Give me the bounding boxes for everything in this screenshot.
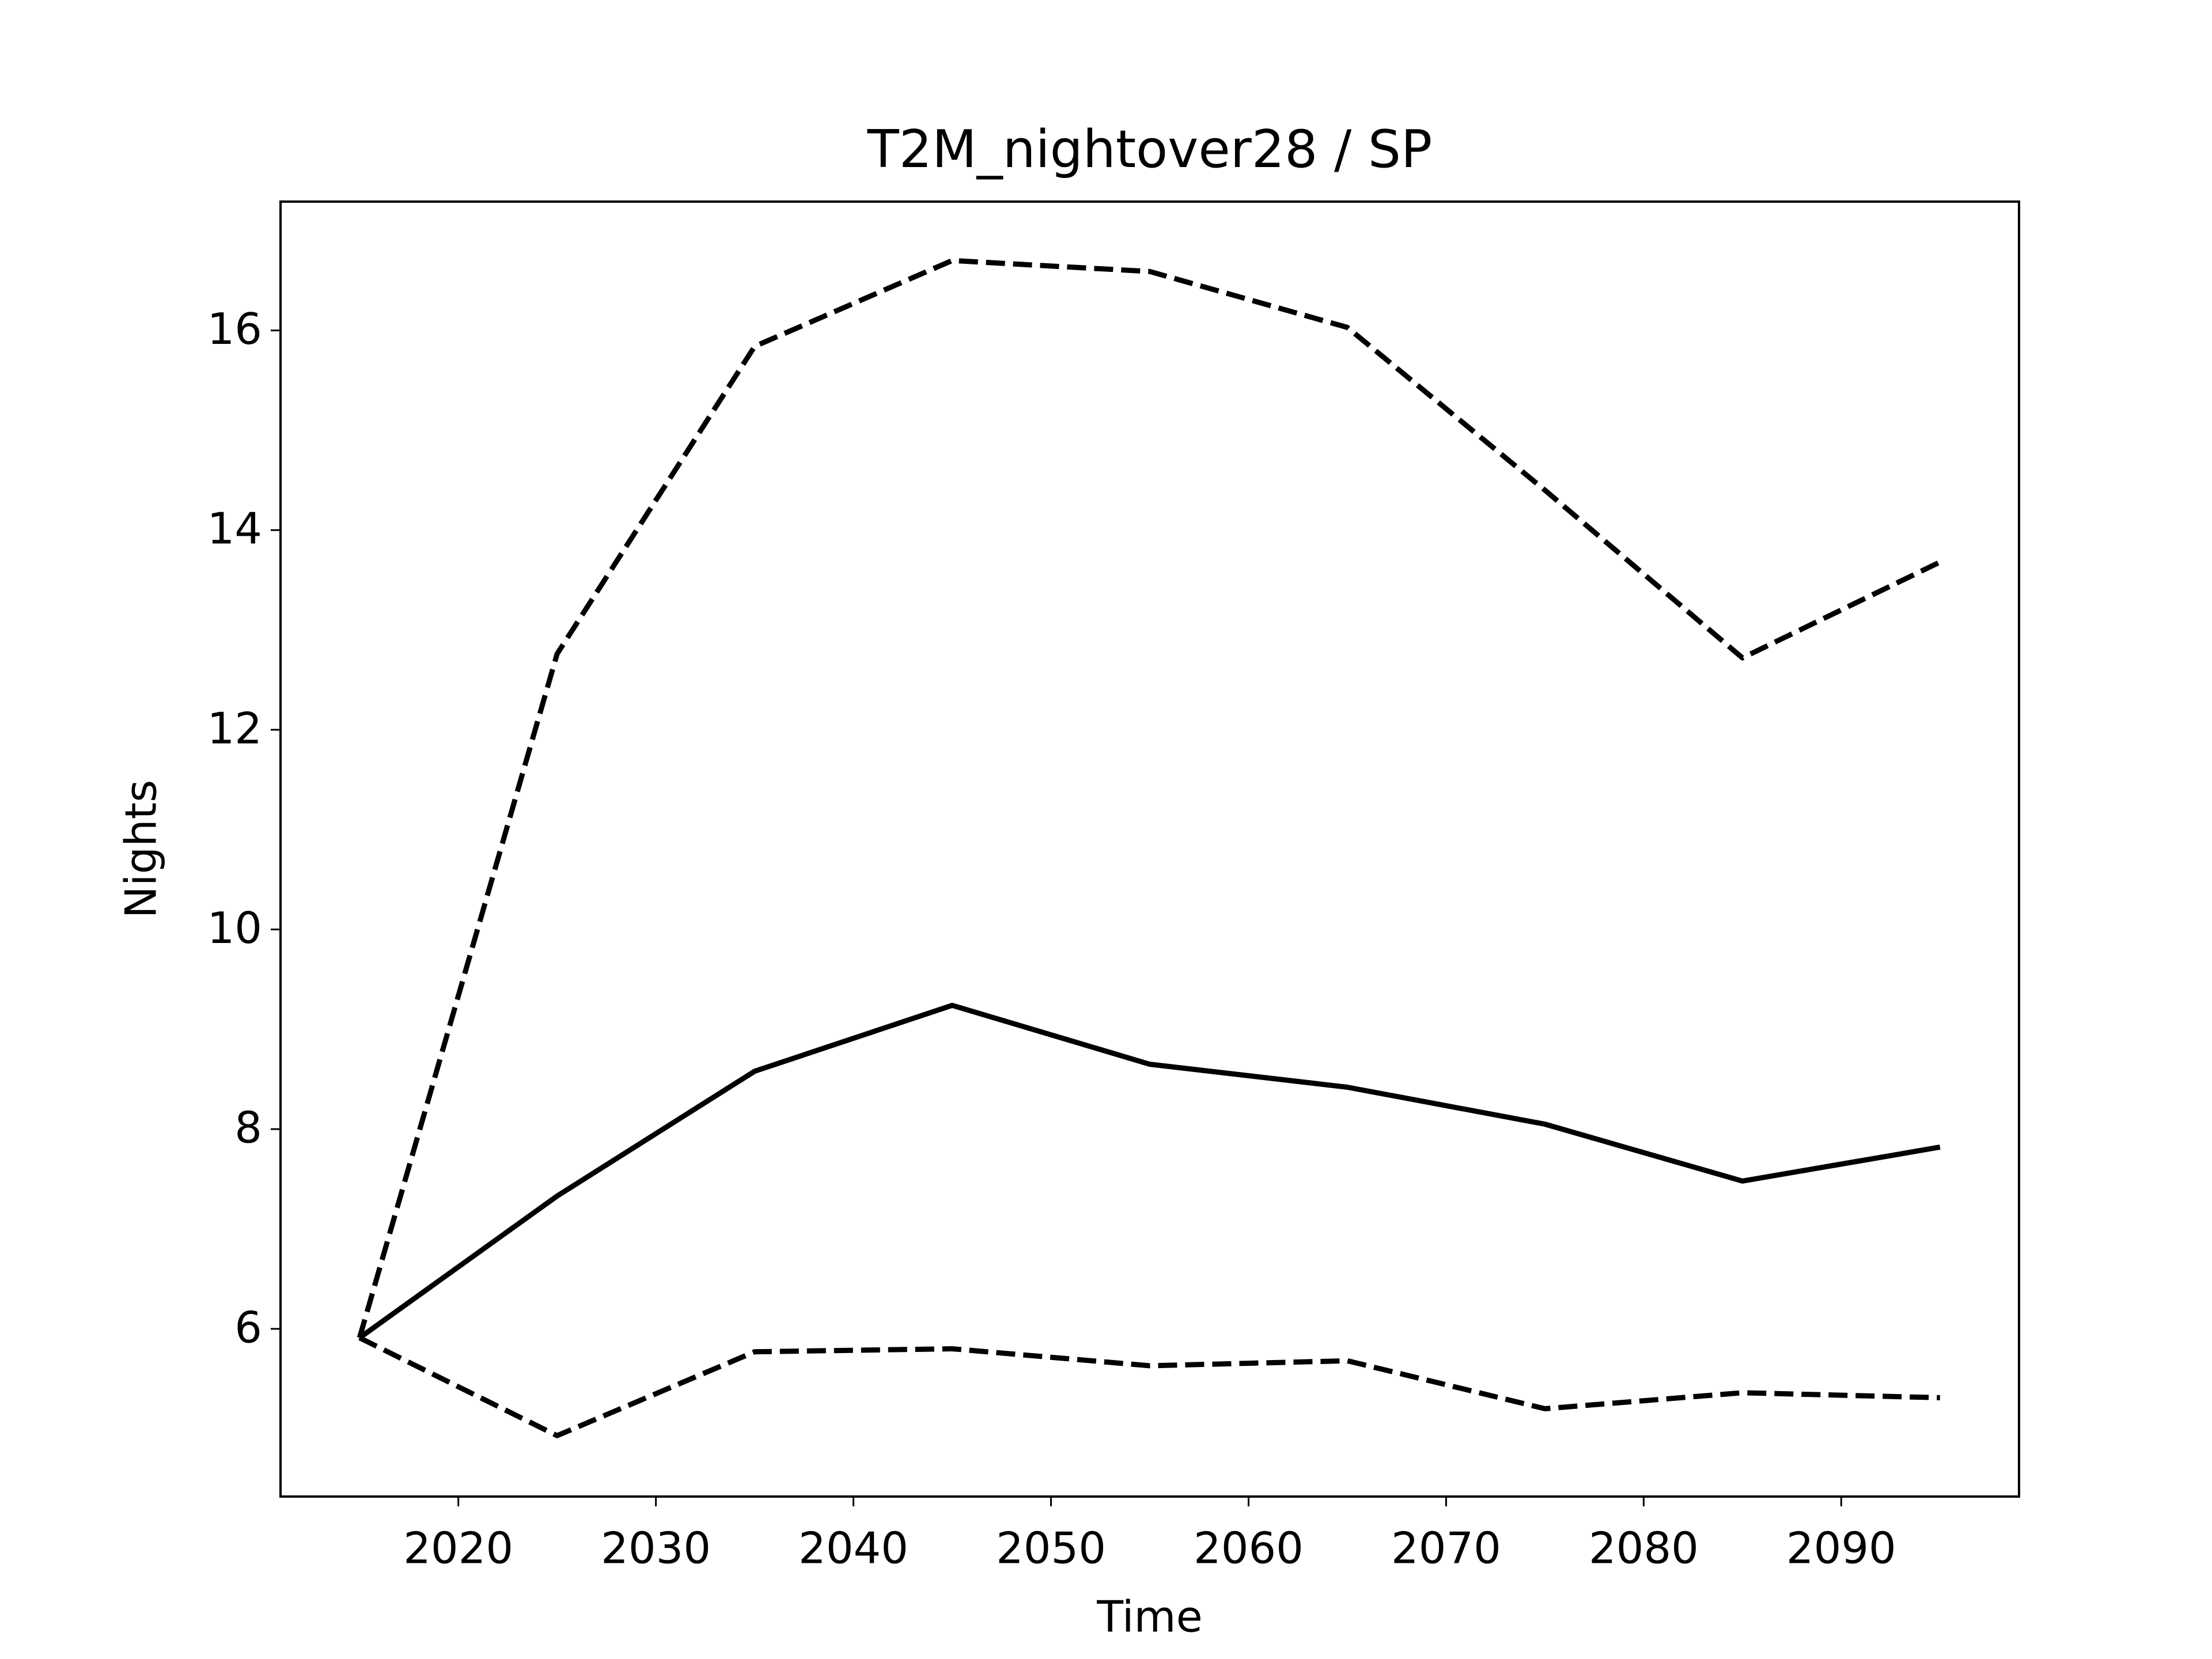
plot-frame xyxy=(279,200,2020,1498)
y-tick-label: 6 xyxy=(234,1302,262,1353)
y-axis-label: Nights xyxy=(116,780,166,919)
x-tick-label: 2090 xyxy=(1786,1523,1896,1574)
x-tick-label: 2040 xyxy=(798,1523,908,1574)
y-tick-label: 8 xyxy=(234,1103,262,1153)
x-tick-label: 2070 xyxy=(1391,1523,1501,1574)
chart-title: T2M_nightover28 / SP xyxy=(867,119,1433,180)
line-series xyxy=(357,257,1941,1339)
line-series xyxy=(358,1335,1940,1438)
x-tick-label: 2050 xyxy=(996,1523,1106,1574)
x-tick-label: 2020 xyxy=(403,1523,513,1574)
y-tick-label: 12 xyxy=(207,703,262,753)
y-tick-label: 10 xyxy=(207,903,262,953)
x-tick-label: 2030 xyxy=(601,1523,711,1574)
y-tick-label: 16 xyxy=(207,304,262,354)
x-axis-label: Time xyxy=(1096,1592,1203,1642)
x-tick-label: 2080 xyxy=(1589,1523,1699,1574)
y-tick-label: 14 xyxy=(207,503,262,554)
x-tick-label: 2060 xyxy=(1194,1523,1304,1574)
line-series xyxy=(358,1002,1941,1340)
